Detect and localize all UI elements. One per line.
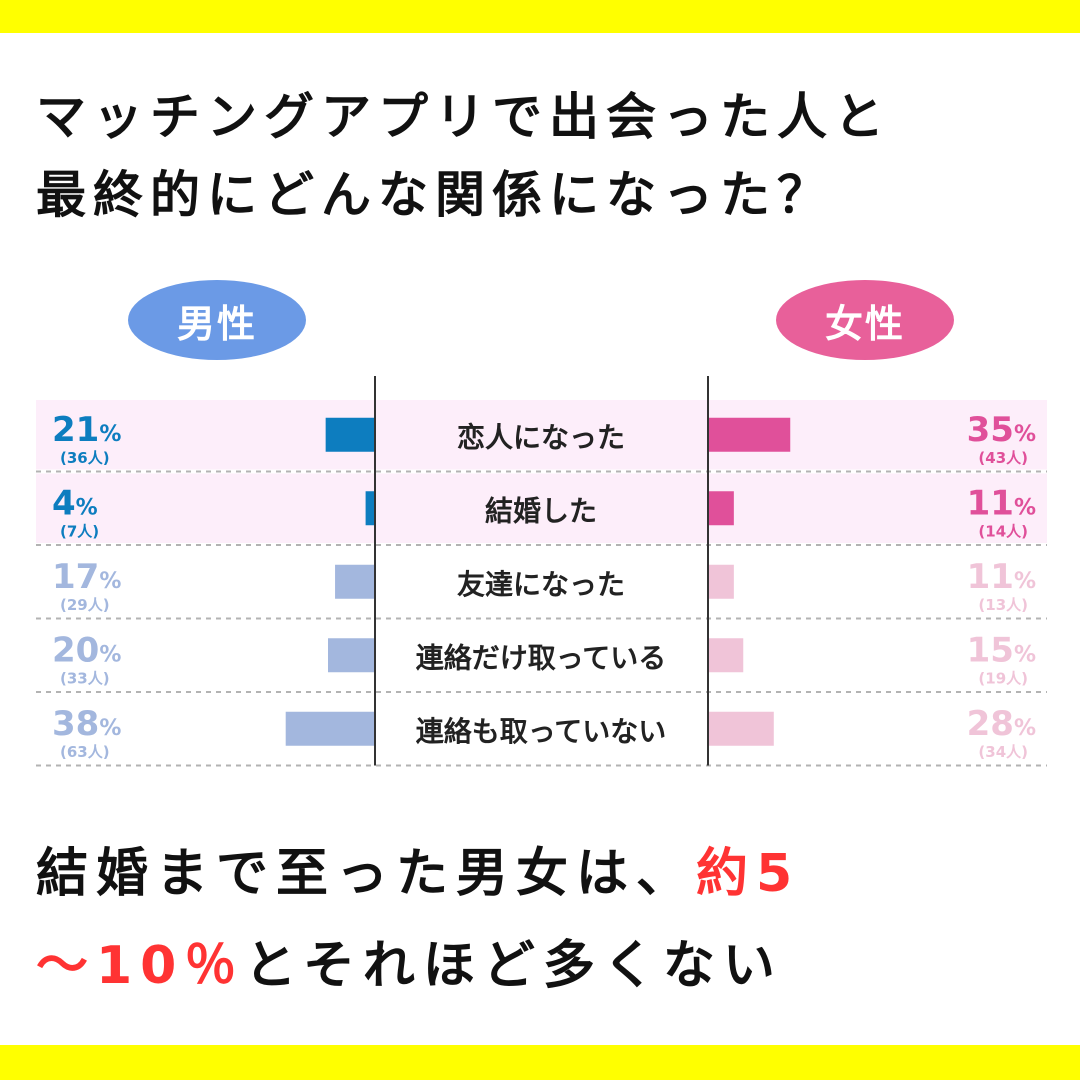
female-bar [708, 638, 744, 673]
female-bar [708, 711, 774, 746]
female-count-label: (34人) [978, 743, 1028, 761]
female-value-label: 15% [967, 630, 1036, 670]
male-bar [335, 564, 375, 599]
male-count-label: (33人) [60, 669, 110, 687]
male-bar [328, 638, 375, 673]
male-count-label: (63人) [60, 743, 110, 761]
conclusion-part1: 結婚まで至った男女は、 [36, 844, 697, 904]
female-value-label: 11% [967, 557, 1036, 597]
female-count-label: (14人) [978, 522, 1028, 540]
conclusion-part2: とそれほど多くない [244, 936, 783, 996]
category-label: 恋人になった [457, 421, 625, 454]
male-bar [285, 711, 375, 746]
male-count-label: (36人) [60, 449, 110, 467]
legend-female-label: 女性 [824, 301, 905, 346]
category-label: 結婚した [485, 494, 597, 527]
male-value-label: 17% [52, 557, 121, 597]
legend-male-label: 男性 [176, 301, 257, 346]
female-count-label: (43人) [978, 449, 1028, 467]
page-title: マッチングアプリで出会った人と 最終的にどんな関係になった？ [36, 78, 1046, 234]
male-bar [325, 417, 375, 452]
category-label: 友達になった [457, 568, 625, 601]
male-bar [365, 491, 375, 526]
female-value-label: 28% [967, 704, 1036, 744]
top-yellow-band [0, 0, 1080, 33]
conclusion-line-1: 結婚まで至った男女は、約5 [36, 828, 1046, 920]
category-label: 連絡も取っていない [416, 715, 667, 748]
female-count-label: (19人) [978, 669, 1028, 687]
female-bar [708, 417, 791, 452]
male-value-label: 20% [52, 630, 121, 670]
female-bar [708, 564, 734, 599]
legend-male-badge: 男性 [128, 280, 306, 360]
highlight-row-bg [36, 400, 1047, 470]
conclusion-highlight-end: 〜10％ [36, 936, 245, 996]
category-label: 連絡だけ取っている [416, 641, 667, 674]
title-line-1: マッチングアプリで出会った人と [36, 88, 891, 146]
legend-female-badge: 女性 [776, 280, 954, 360]
female-bar [708, 491, 734, 526]
male-value-label: 38% [52, 704, 121, 744]
bottom-yellow-band [0, 1045, 1080, 1080]
female-count-label: (13人) [978, 596, 1028, 614]
conclusion-highlight-start: 約5 [696, 844, 801, 904]
male-count-label: (7人) [60, 522, 99, 540]
male-value-label: 4% [52, 483, 98, 523]
title-line-2: 最終的にどんな関係になった？ [36, 166, 834, 224]
conclusion-line-2: 〜10％とそれほど多くない [36, 920, 1046, 1012]
male-count-label: (29人) [60, 596, 110, 614]
highlight-row-bg [36, 473, 1047, 543]
conclusion-text: 結婚まで至った男女は、約5 〜10％とそれほど多くない [36, 828, 1046, 1012]
